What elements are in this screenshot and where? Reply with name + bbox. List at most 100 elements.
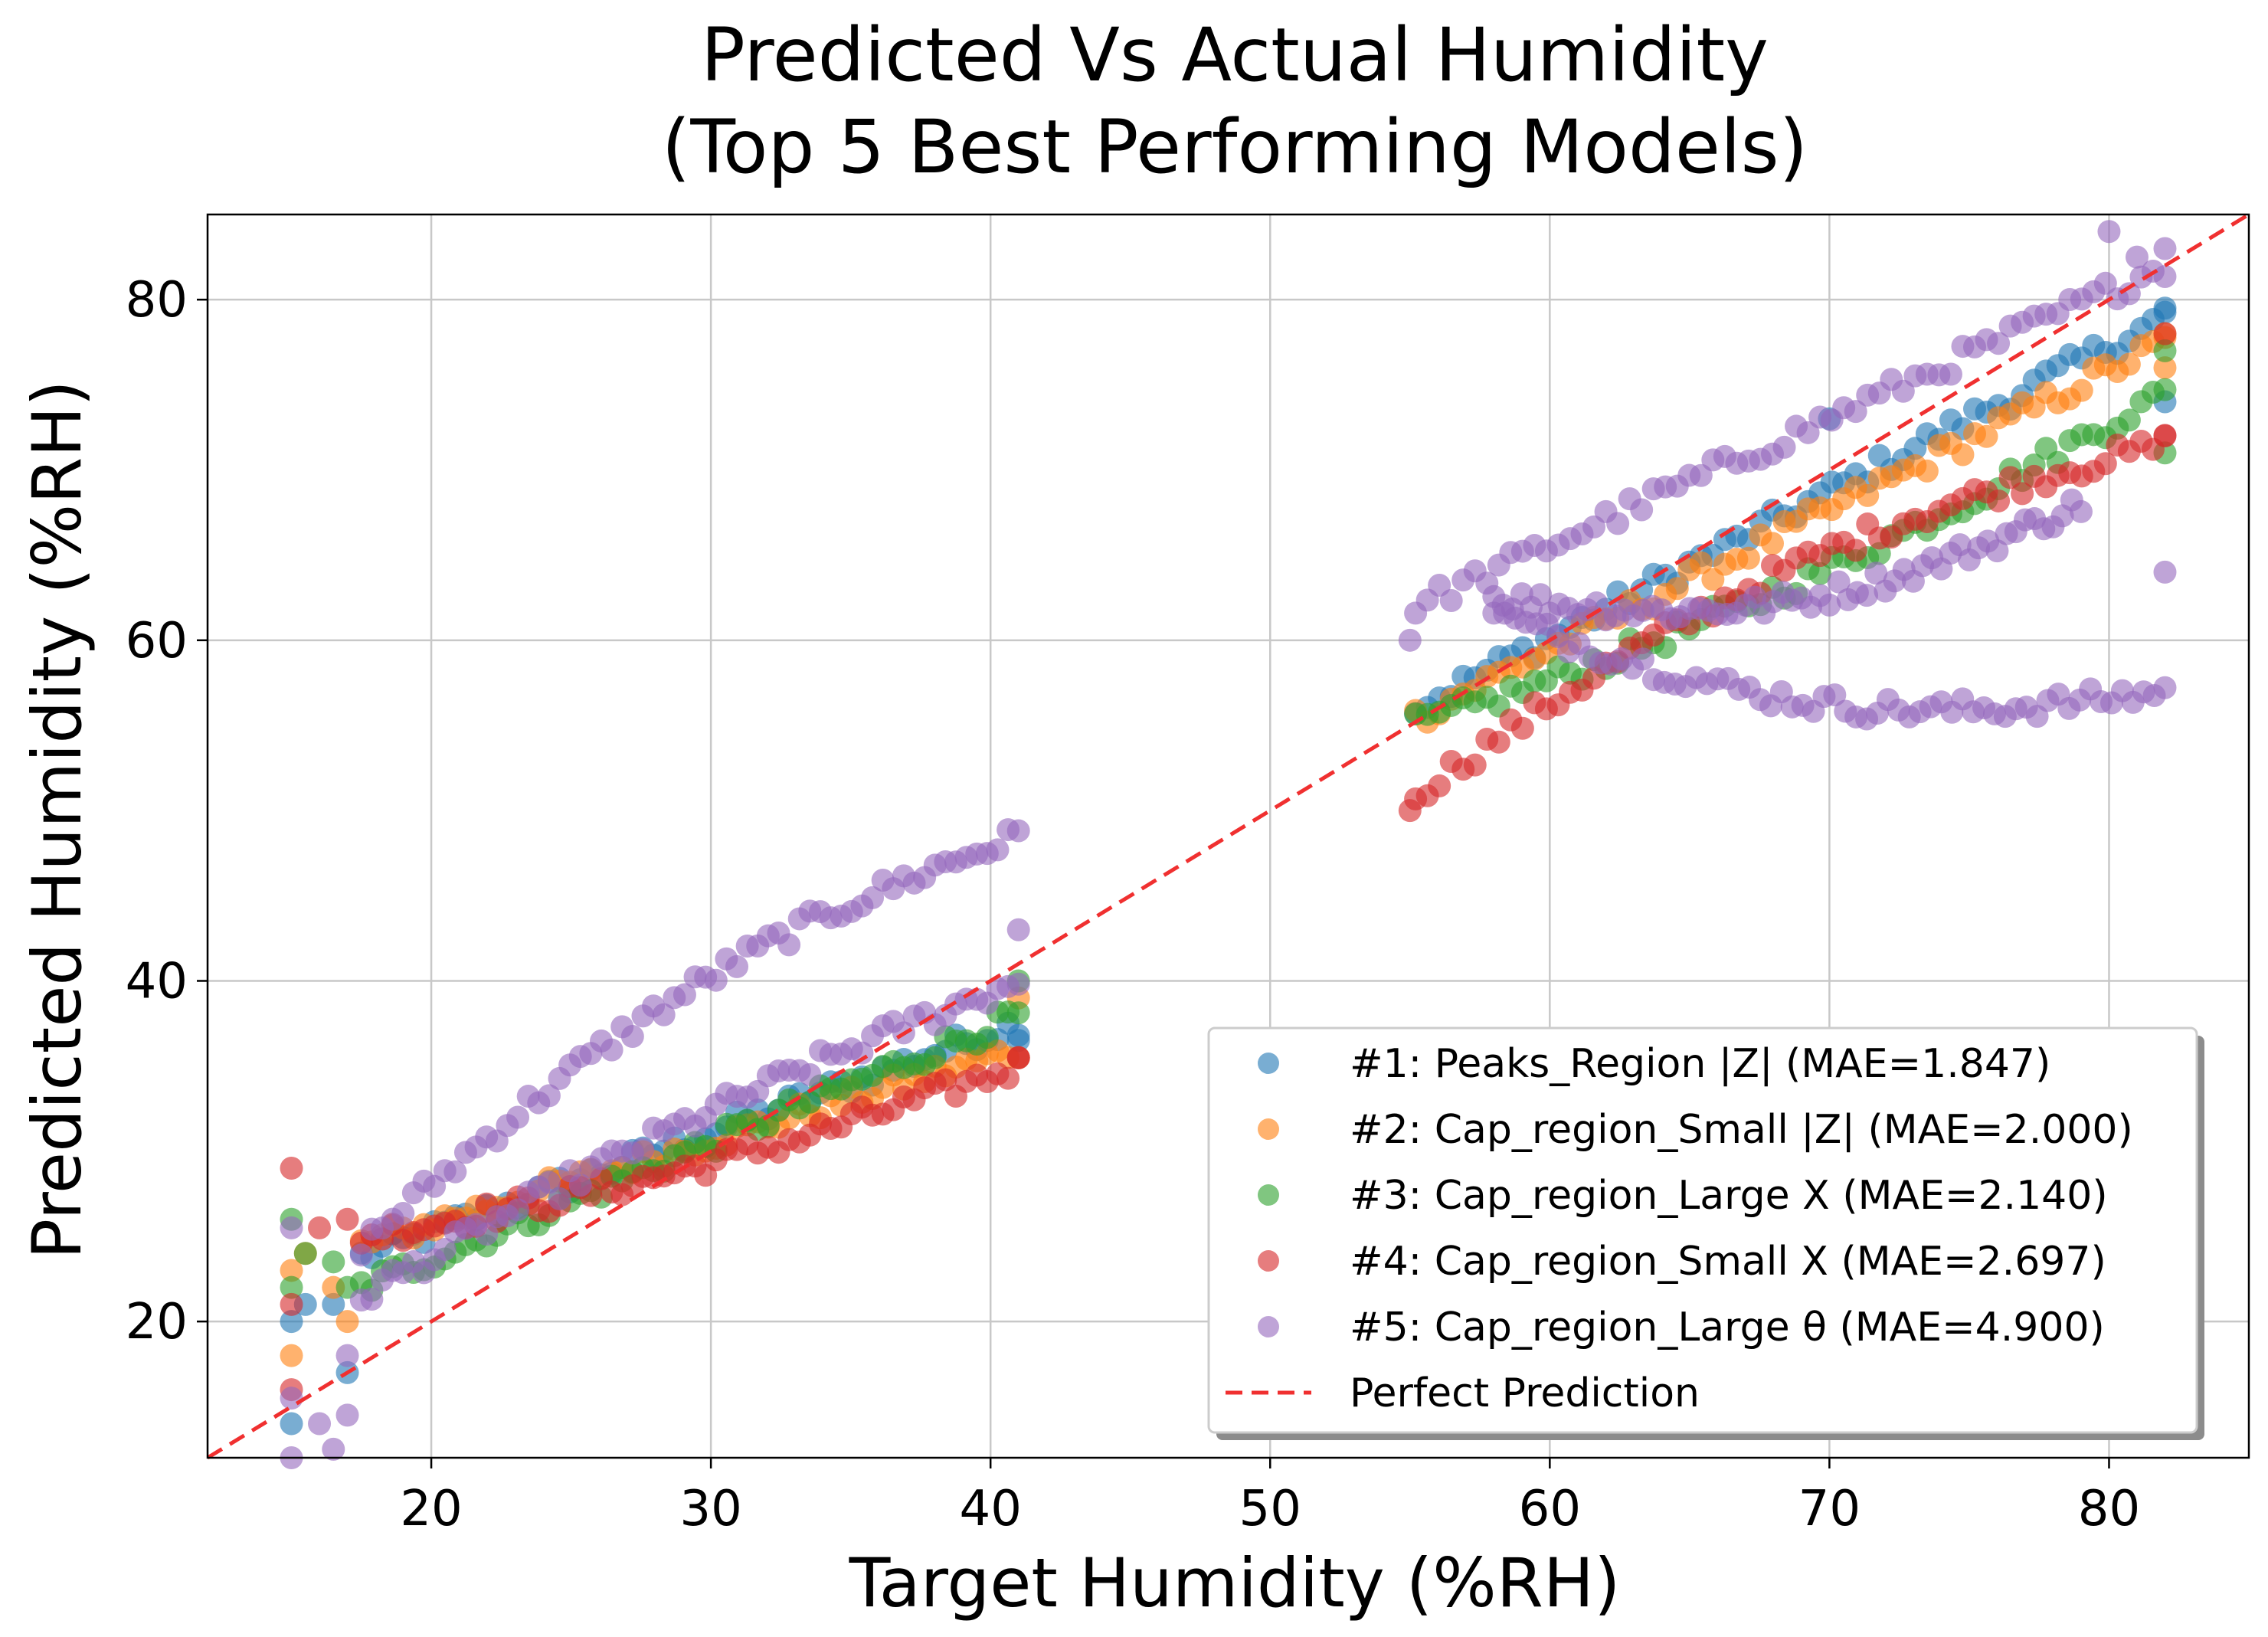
scatter-point (335, 1344, 359, 1367)
legend-box (1207, 1026, 2198, 1434)
scatter-point (1689, 463, 1713, 487)
plot-area-frame (206, 213, 2250, 1459)
x-tick-label: 20 (400, 1481, 462, 1537)
scatter-point (2153, 237, 2177, 260)
scatter-point (280, 1292, 303, 1316)
scatter-point (280, 1387, 303, 1410)
scatter-point (600, 1038, 623, 1062)
scatter-point (280, 1344, 303, 1367)
scatter-point (280, 1412, 303, 1436)
scatter-point (1529, 583, 1553, 607)
scatter-point (997, 1066, 1020, 1090)
scatter-point (349, 1243, 373, 1267)
scatter-point (1856, 483, 1880, 507)
scatter-point (1987, 332, 2011, 355)
scatter-point (2153, 424, 2177, 448)
scatter-point (335, 1403, 359, 1427)
scatter-point (280, 1259, 303, 1282)
scatter-point (1398, 799, 1422, 823)
scatter-point (1985, 539, 2009, 563)
scatter-point (923, 1046, 947, 1069)
legend-marker (1258, 1250, 1279, 1272)
scatter-point (652, 1003, 676, 1026)
scatter-point (1844, 539, 1867, 562)
scatter-point (2117, 408, 2141, 432)
scatter-point (777, 933, 801, 957)
legend: #1: Peaks_Region |Z| (MAE=1.847) #2: Cap_… (1207, 1026, 2204, 1440)
y-tick-label: 60 (126, 613, 188, 670)
scatter-point (2153, 322, 2177, 345)
scatter-point (1606, 512, 1630, 535)
scatter-point (280, 1157, 303, 1180)
legend-marker (1258, 1053, 1279, 1074)
scatter-point (2069, 499, 2093, 523)
y-tick-label: 80 (126, 272, 188, 329)
legend-label: #5: Cap_region_Large θ (MAE=4.900) (1350, 1305, 2105, 1351)
scatter-point (1796, 421, 1820, 444)
scatter-point (443, 1160, 467, 1184)
scatter-point (620, 1024, 644, 1048)
scatter-point (2153, 265, 2177, 289)
scatter-point (1439, 589, 1463, 613)
scatter-point (1006, 1029, 1030, 1053)
scatter-point (1585, 591, 1609, 615)
scatter-point (704, 968, 728, 992)
scatter-point (433, 1237, 457, 1261)
scatter-point (673, 983, 696, 1007)
scatter-point (2153, 378, 2177, 401)
scatter-point (1006, 1001, 1030, 1025)
scatter-point (2093, 271, 2117, 295)
scatter-point (1665, 577, 1689, 601)
scatter-point (2153, 676, 2177, 699)
scatter-point (1630, 498, 1654, 522)
scatter-point (537, 1170, 561, 1194)
scatter-point (1951, 443, 1975, 467)
y-tick-label: 40 (126, 953, 188, 1010)
scatter-point (1939, 362, 1962, 386)
scatter-point (1808, 561, 1832, 585)
scatter-point (2117, 282, 2141, 306)
scatter-point (280, 1310, 303, 1334)
scatter-point (1915, 459, 1939, 483)
legend-marker (1258, 1316, 1279, 1337)
chart-title-line2: (Top 5 Best Performing Models) (662, 104, 1808, 190)
scatter-point (280, 1275, 303, 1299)
scatter-point (1006, 819, 1030, 843)
scatter-point (1827, 570, 1851, 594)
x-tick-label: 50 (1239, 1481, 1301, 1537)
scatter-point (1006, 972, 1030, 996)
x-tick-label: 60 (1519, 1481, 1581, 1537)
scatter-point (2153, 296, 2177, 320)
scatter-point (2070, 378, 2093, 402)
scatter-point (934, 1068, 957, 1092)
scatter-point (537, 1084, 561, 1108)
scatter-point (1772, 435, 1796, 459)
scatter-point (1823, 683, 1847, 707)
scatter-point (506, 1198, 530, 1222)
scatter-point (1864, 561, 1888, 585)
scatter-point (975, 1026, 999, 1049)
scatter-point (1855, 584, 1879, 607)
scatter-point (2153, 339, 2177, 362)
scatter-point (2097, 220, 2121, 244)
x-tick-label: 40 (959, 1481, 1021, 1537)
scatter-point (1760, 532, 1784, 555)
x-tick-label: 70 (1798, 1481, 1861, 1537)
scatter-point (2153, 356, 2177, 380)
scatter-point (506, 1105, 530, 1129)
scatter-point (1428, 774, 1451, 797)
scatter-point (2093, 452, 2117, 476)
scatter-point (1006, 1046, 1030, 1069)
scatter-point (1998, 466, 2022, 489)
scatter-point (1463, 753, 1487, 777)
chart-title-line1: Predicted Vs Actual Humidity (701, 12, 1769, 98)
scatter-point (798, 1062, 822, 1086)
scatter-point (1818, 593, 1841, 617)
scatter-point (322, 1250, 345, 1274)
scatter-point (308, 1412, 332, 1436)
scatter-point (322, 1292, 345, 1316)
scatter-point (548, 1187, 571, 1210)
scatter-point (335, 1310, 359, 1334)
scatter-point (1689, 551, 1713, 575)
